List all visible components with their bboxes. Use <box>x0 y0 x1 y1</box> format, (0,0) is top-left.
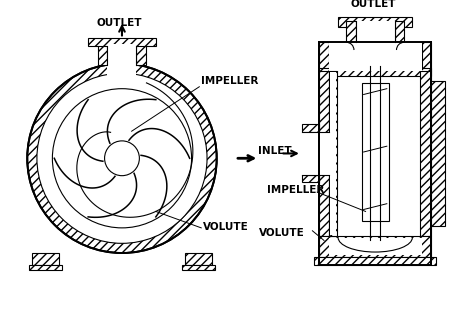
Polygon shape <box>314 257 436 265</box>
Polygon shape <box>346 21 356 42</box>
Circle shape <box>105 141 139 176</box>
Polygon shape <box>182 265 215 270</box>
Polygon shape <box>98 44 108 66</box>
Polygon shape <box>338 17 412 27</box>
Text: VOLUTE: VOLUTE <box>203 222 249 232</box>
Polygon shape <box>319 71 329 236</box>
Polygon shape <box>329 71 337 236</box>
Polygon shape <box>421 42 431 71</box>
Polygon shape <box>108 59 137 78</box>
Polygon shape <box>362 83 389 221</box>
Polygon shape <box>108 44 137 66</box>
Text: OUTLET: OUTLET <box>350 0 396 9</box>
Polygon shape <box>302 124 319 132</box>
Polygon shape <box>431 81 445 226</box>
Polygon shape <box>29 265 62 270</box>
Polygon shape <box>394 21 404 42</box>
Polygon shape <box>319 42 329 71</box>
Polygon shape <box>302 175 319 183</box>
Text: OUTLET: OUTLET <box>97 18 142 28</box>
Polygon shape <box>319 68 431 76</box>
Polygon shape <box>330 72 336 234</box>
Polygon shape <box>319 236 431 257</box>
Polygon shape <box>32 253 59 265</box>
Polygon shape <box>419 71 431 236</box>
Polygon shape <box>185 253 212 265</box>
Polygon shape <box>329 238 421 255</box>
Circle shape <box>37 73 207 243</box>
Text: IMPELLER: IMPELLER <box>267 185 324 195</box>
Polygon shape <box>356 21 394 42</box>
Polygon shape <box>329 42 421 71</box>
Text: VOLUTE: VOLUTE <box>259 228 305 238</box>
Circle shape <box>27 63 217 253</box>
Polygon shape <box>302 132 331 175</box>
Polygon shape <box>88 39 156 46</box>
Text: IMPELLER: IMPELLER <box>201 76 259 86</box>
Text: INLET: INLET <box>258 146 292 156</box>
Polygon shape <box>137 44 146 66</box>
